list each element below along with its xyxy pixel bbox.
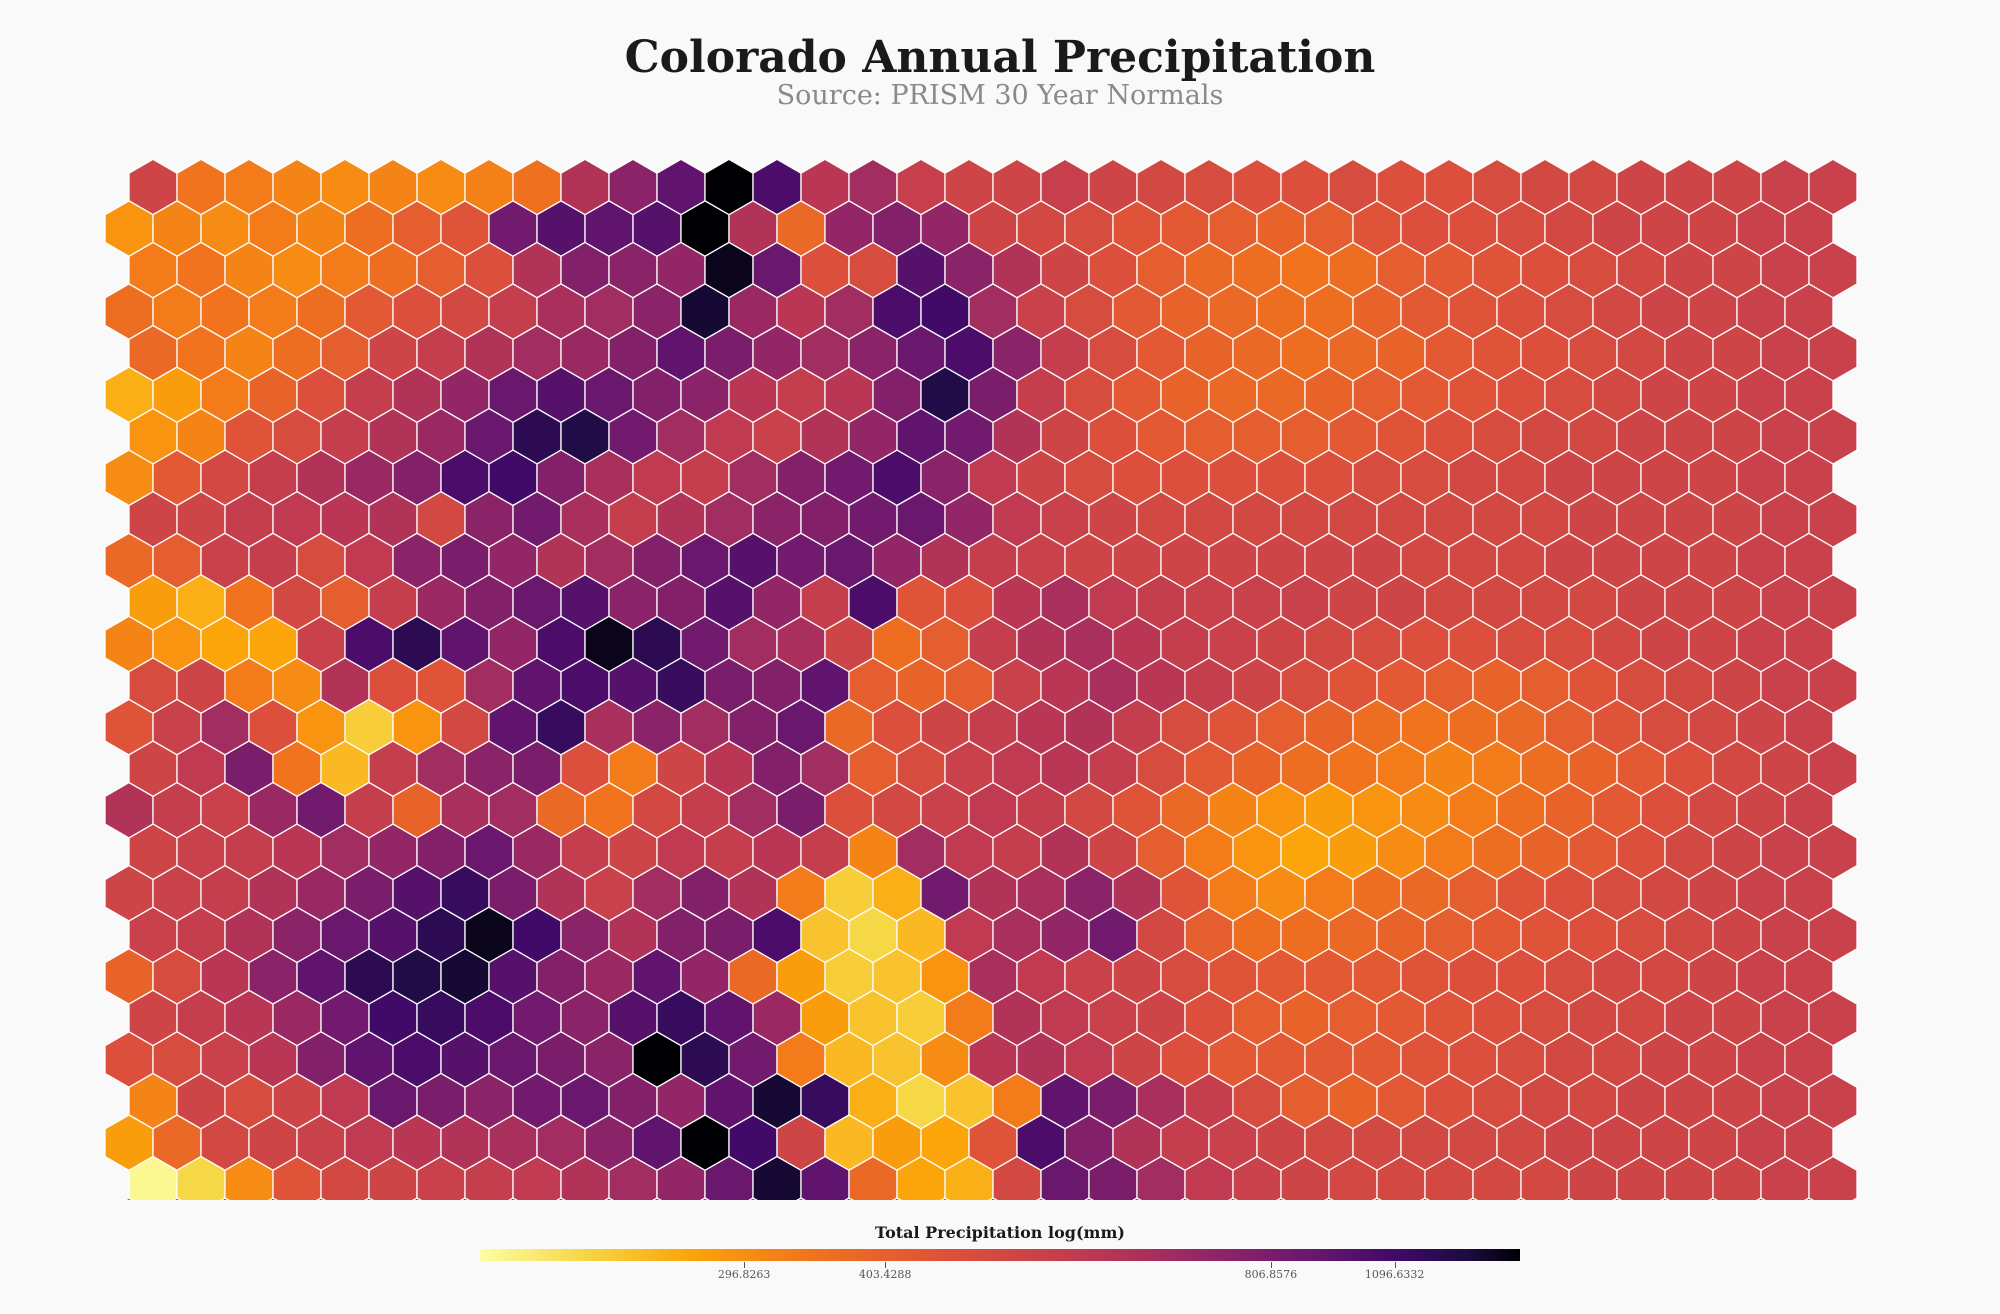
hex-cell	[1468, 1197, 1478, 1200]
hex-cell	[1372, 1197, 1382, 1200]
hex-cell	[316, 1197, 326, 1200]
chart-subtitle: Source: PRISM 30 Year Normals	[776, 80, 1224, 111]
hex-cell	[412, 1197, 422, 1200]
legend-tick-mark	[885, 1262, 887, 1268]
hex-cell	[940, 1197, 950, 1200]
hex-cell	[1228, 1197, 1238, 1200]
legend-tick-mark	[744, 1262, 746, 1268]
hex-cell	[1132, 1197, 1142, 1200]
hex-cell	[844, 1197, 854, 1200]
legend-tick-label: 403.4288	[858, 1268, 912, 1281]
hex-cell	[892, 1197, 902, 1200]
hex-cell	[508, 1197, 518, 1200]
hex-cell	[1708, 1197, 1718, 1200]
legend-tick-label: 296.8263	[717, 1268, 771, 1281]
chart-title: Colorado Annual Precipitation	[624, 32, 1376, 83]
hex-cell	[1084, 1197, 1094, 1200]
hex-cell	[1180, 1197, 1190, 1200]
legend-colorbar	[480, 1249, 1520, 1261]
hex-cell	[796, 1197, 806, 1200]
hex-cell	[1808, 1155, 1858, 1200]
hex-cell	[988, 1197, 998, 1200]
hex-cell	[460, 1197, 470, 1200]
legend-tick-label: 1096.6332	[1364, 1268, 1425, 1281]
hex-cell	[604, 1197, 614, 1200]
hex-heatmap	[104, 158, 1858, 1200]
hex-cell	[1420, 1197, 1430, 1200]
hex-cell	[652, 1197, 662, 1200]
hex-cell	[556, 1197, 566, 1200]
hex-cell	[1276, 1197, 1286, 1200]
hex-cell	[1564, 1197, 1574, 1200]
hex-cell	[172, 1197, 182, 1200]
hex-cell	[1804, 1197, 1814, 1200]
hex-cell	[1036, 1197, 1046, 1200]
hex-cell	[220, 1197, 230, 1200]
hex-cell	[364, 1197, 374, 1200]
legend-tick-label: 806.8576	[1244, 1268, 1298, 1281]
hex-cell	[1756, 1197, 1766, 1200]
hex-cell	[1612, 1197, 1622, 1200]
legend-title: Total Precipitation log(mm)	[875, 1223, 1125, 1242]
hex-cell	[748, 1197, 758, 1200]
legend-tick-mark	[1270, 1262, 1272, 1268]
hex-cell	[1324, 1197, 1334, 1200]
hex-cell	[124, 1197, 134, 1200]
hex-cell	[1660, 1197, 1670, 1200]
hex-cell	[700, 1197, 710, 1200]
hex-cell	[1516, 1197, 1526, 1200]
legend-tick-mark	[1394, 1262, 1396, 1268]
hex-cell	[268, 1197, 278, 1200]
